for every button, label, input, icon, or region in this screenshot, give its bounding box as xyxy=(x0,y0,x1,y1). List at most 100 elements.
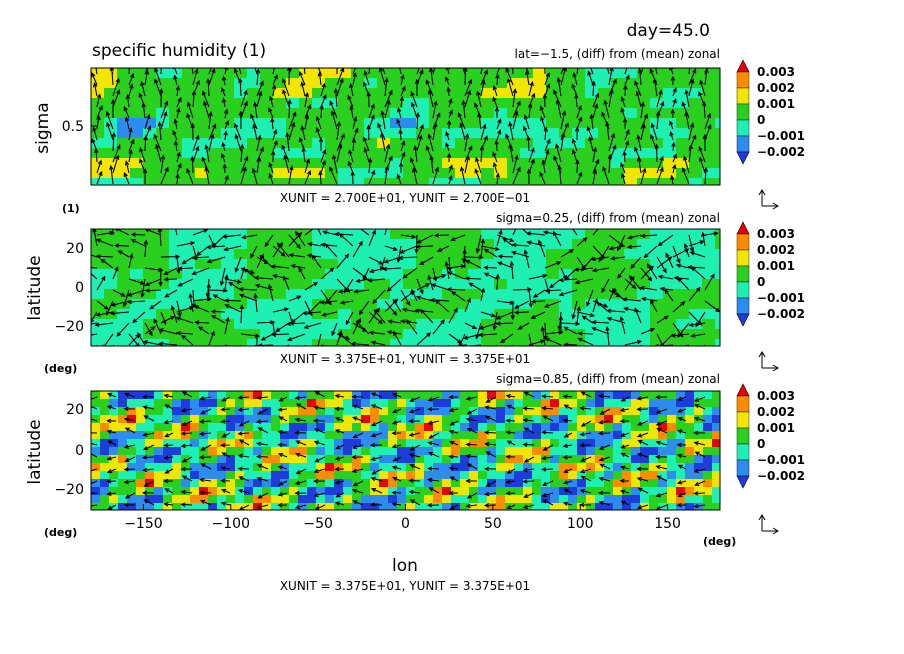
contour-cell xyxy=(694,503,704,510)
contour-cell xyxy=(199,415,209,424)
contour-cell xyxy=(271,399,281,408)
wind-vector-arrow xyxy=(312,478,326,484)
wind-vector-arrow xyxy=(400,73,405,86)
contour-cell xyxy=(468,68,482,79)
contour-cell xyxy=(514,439,524,448)
contour-cell xyxy=(532,399,542,408)
contour-cell xyxy=(685,479,695,488)
contour-cell xyxy=(130,168,144,179)
contour-cell xyxy=(143,78,157,89)
wind-vector-arrow xyxy=(347,94,354,108)
wind-vector-arrow xyxy=(124,392,136,398)
contour-cell xyxy=(650,168,664,179)
wind-vector-arrow xyxy=(669,131,674,141)
wind-vector-arrow xyxy=(690,333,706,338)
contour-cell xyxy=(424,495,434,504)
contour-cell xyxy=(190,423,200,432)
contour-cell xyxy=(429,299,443,310)
contour-cell xyxy=(478,407,488,416)
contour-cell xyxy=(104,309,118,320)
contour-cell xyxy=(685,487,695,496)
contour-cell xyxy=(429,309,443,320)
contour-cell xyxy=(595,479,605,488)
colorbar-cap xyxy=(736,59,750,73)
wind-vector-arrow xyxy=(665,252,674,269)
wind-vector-arrow xyxy=(143,499,155,506)
wind-vector-arrow xyxy=(371,468,383,475)
contour-cell xyxy=(235,415,245,424)
contour-cell xyxy=(273,339,287,346)
contour-cell xyxy=(280,407,290,416)
contour-cell xyxy=(595,487,605,496)
contour-cell xyxy=(208,98,222,109)
contour-cell xyxy=(271,503,281,510)
contour-cell xyxy=(689,88,703,99)
contour-cell xyxy=(640,479,650,488)
contour-cell xyxy=(550,471,560,480)
contour-cell xyxy=(234,168,248,179)
contour-cell xyxy=(307,439,317,448)
contour-cell xyxy=(650,319,664,330)
wind-vector-arrow xyxy=(377,122,386,141)
contour-cell xyxy=(253,487,263,496)
contour-cell xyxy=(481,239,495,250)
contour-cell xyxy=(532,495,542,504)
wind-vector-arrow xyxy=(320,159,327,174)
contour-cell xyxy=(364,158,378,169)
contour-cell xyxy=(468,329,482,340)
contour-cell xyxy=(689,158,703,169)
contour-cell xyxy=(478,431,488,440)
contour-cell xyxy=(397,391,407,400)
y-axis-title: sigma xyxy=(33,102,53,153)
wind-vector-arrow xyxy=(414,78,420,97)
contour-cell xyxy=(429,88,443,99)
wind-vector-arrow xyxy=(255,333,259,346)
unit-vector-key xyxy=(758,514,779,535)
wind-vector-arrow xyxy=(175,85,181,97)
contour-cell xyxy=(568,407,578,416)
contour-cell xyxy=(442,447,452,456)
contour-cell xyxy=(416,269,430,280)
contour-cell xyxy=(415,463,425,472)
contour-cell xyxy=(604,399,614,408)
contour-cell xyxy=(507,319,521,330)
contour-cell xyxy=(442,391,452,400)
contour-cell xyxy=(712,487,720,496)
wind-vector-arrow xyxy=(542,93,548,108)
wind-vector-arrow xyxy=(430,283,450,291)
contour-cell xyxy=(585,158,599,169)
contour-cell xyxy=(460,423,470,432)
wind-vector-arrow xyxy=(656,110,661,130)
wind-vector-arrow xyxy=(363,70,370,86)
contour-cell xyxy=(451,391,461,400)
contour-cell xyxy=(325,249,339,260)
wind-vector-arrow xyxy=(122,289,130,308)
wind-vector-arrow xyxy=(605,325,610,346)
contour-cell xyxy=(195,299,209,310)
wind-vector-arrow xyxy=(181,256,194,265)
contour-cell xyxy=(494,178,508,185)
wind-vector-arrow xyxy=(640,113,648,130)
contour-cell xyxy=(406,479,416,488)
wind-vector-arrow xyxy=(537,239,546,258)
wind-vector-arrow xyxy=(476,90,482,108)
contour-cell xyxy=(397,399,407,408)
contour-cell xyxy=(377,168,391,179)
contour-cell xyxy=(208,503,218,510)
contour-cell xyxy=(271,487,281,496)
contour-cell xyxy=(280,503,290,510)
contour-cell xyxy=(361,463,371,472)
contour-cell xyxy=(689,98,703,109)
wind-vector-arrow xyxy=(304,229,314,236)
contour-cell xyxy=(208,391,218,400)
contour-cell xyxy=(613,503,623,510)
contour-cell xyxy=(234,178,248,185)
wind-vector-arrow xyxy=(349,104,354,119)
contour-cell xyxy=(299,259,313,270)
contour-cell xyxy=(117,108,131,119)
wind-vector-arrow xyxy=(703,166,709,185)
contour-cell xyxy=(702,148,716,159)
contour-cell xyxy=(298,399,308,408)
wind-vector-arrow xyxy=(416,134,423,152)
wind-vector-arrow xyxy=(373,308,386,324)
